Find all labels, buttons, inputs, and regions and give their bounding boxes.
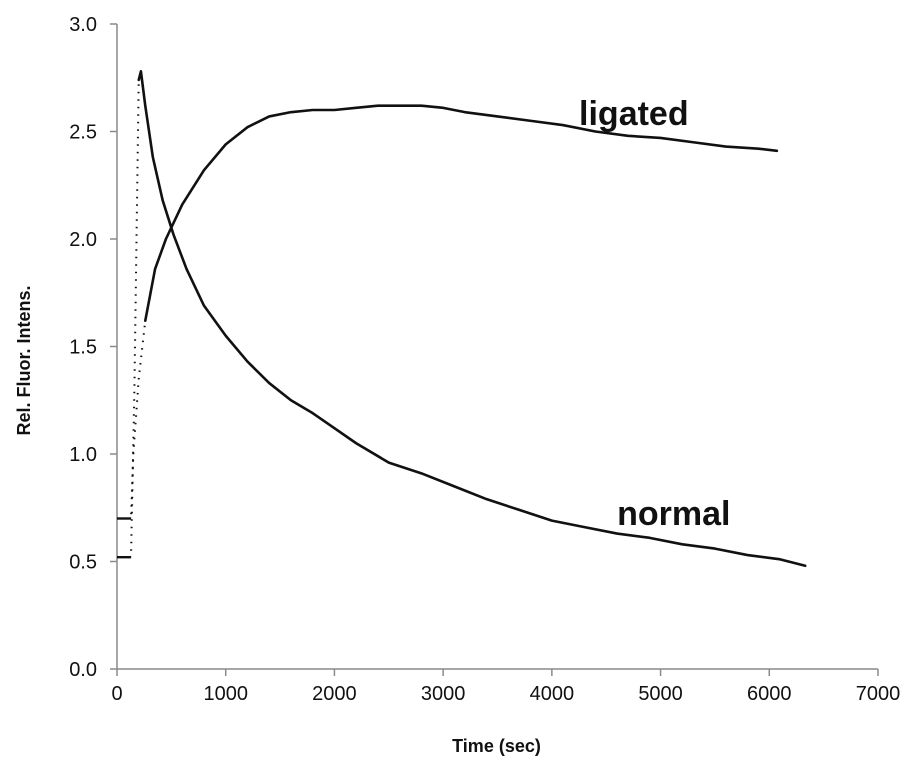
- series-layer: [117, 70, 807, 568]
- series-rise-ligated: [130, 320, 147, 515]
- series-label-normal: normal: [617, 495, 730, 533]
- series-label-ligated: ligated: [579, 95, 689, 133]
- x-tick-label: 3000: [421, 683, 466, 705]
- y-tick-label: 2.0: [69, 229, 97, 251]
- series-line-ligated: [143, 104, 779, 322]
- x-axis-ticks: 0 1000 2000 3000 4000 5000 6000 7000: [111, 669, 900, 705]
- y-tick-label: 1.5: [69, 337, 97, 359]
- y-tick-label: 3.0: [69, 14, 97, 36]
- y-tick-label: 1.0: [69, 444, 97, 466]
- x-tick-label: 6000: [747, 683, 792, 705]
- y-axis-title: Rel. Fluor. Intens.: [14, 285, 34, 435]
- series-line-normal: [137, 70, 807, 568]
- x-axis-title: Time (sec): [452, 736, 541, 756]
- x-tick-label: 0: [111, 683, 122, 705]
- x-tick-label: 7000: [856, 683, 901, 705]
- y-tick-label: 0.0: [69, 659, 97, 681]
- series-rise-normal: [130, 79, 140, 551]
- x-tick-label: 4000: [530, 683, 575, 705]
- x-tick-label: 1000: [203, 683, 248, 705]
- x-tick-label: 5000: [638, 683, 683, 705]
- y-tick-label: 2.5: [69, 122, 97, 144]
- y-tick-label: 0.5: [69, 552, 97, 574]
- x-tick-label: 2000: [312, 683, 357, 705]
- y-axis-ticks: 0.0 0.5 1.0 1.5 2.0 2.5 3.0: [69, 14, 117, 681]
